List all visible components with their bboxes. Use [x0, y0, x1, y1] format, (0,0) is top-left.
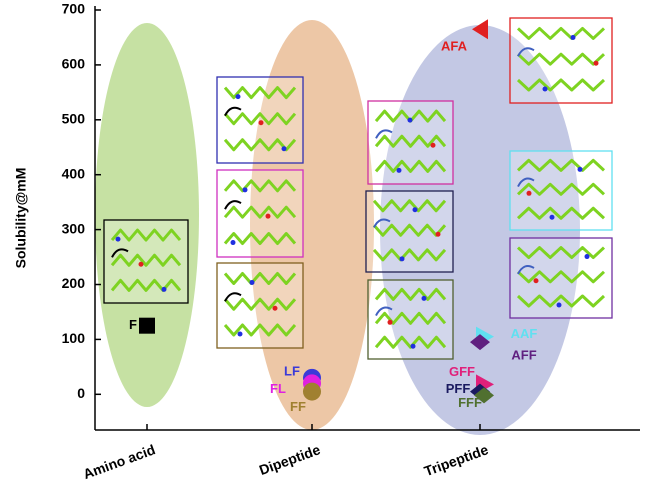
y-tick-label: 600 [62, 56, 86, 72]
molecule [374, 311, 447, 325]
atom [237, 331, 243, 337]
atom [230, 240, 236, 246]
marker [139, 317, 155, 334]
atom [526, 190, 532, 196]
atom [577, 166, 583, 172]
atom [396, 167, 402, 173]
molecule [374, 159, 447, 173]
y-axis-label: Solubility@mM [13, 168, 29, 269]
y-tick-label: 500 [62, 111, 86, 127]
atom [161, 286, 167, 292]
arrow [224, 106, 242, 117]
molecule [372, 199, 447, 213]
atom [410, 343, 416, 349]
atom [593, 60, 599, 66]
atom [412, 207, 418, 213]
molecule [223, 112, 297, 126]
atom [430, 142, 436, 148]
molecule [223, 271, 297, 285]
arrow [224, 200, 242, 210]
atom [249, 279, 255, 285]
point-label: FFF [458, 395, 482, 410]
atom [542, 86, 548, 92]
molecule [110, 228, 182, 242]
amino-acid-region [95, 23, 199, 407]
atom [570, 34, 576, 40]
atom [533, 278, 539, 284]
atom [421, 295, 427, 301]
arrow [517, 265, 535, 275]
point-label: FF [290, 399, 306, 414]
structure-images [103, 17, 613, 360]
molecule [223, 232, 297, 246]
arrow [375, 306, 393, 317]
x-tick-label: Dipeptide [257, 441, 323, 478]
arrow [517, 177, 535, 188]
atom [556, 302, 562, 308]
molecule [372, 248, 447, 262]
molecule [516, 26, 606, 40]
molecule [223, 179, 297, 193]
atom [549, 214, 555, 220]
molecule [223, 297, 297, 311]
atom [281, 146, 287, 152]
point-label: GFF [449, 364, 475, 379]
molecule [516, 246, 606, 260]
molecule [374, 134, 447, 148]
molecule [516, 206, 606, 220]
atom [407, 117, 413, 123]
marker [472, 19, 488, 40]
atom [265, 213, 271, 219]
point-label: FL [270, 381, 286, 396]
atom [258, 120, 264, 126]
point-label: AFA [441, 39, 468, 54]
point-label: LF [284, 363, 300, 378]
molecule [516, 158, 606, 172]
y-tick-label: 0 [77, 385, 85, 401]
y-tick-label: 700 [62, 1, 86, 17]
molecule [110, 278, 182, 292]
x-tick-label: Tripeptide [422, 441, 491, 479]
y-tick-label: 200 [62, 275, 86, 291]
arrow [111, 248, 129, 258]
atom [138, 261, 144, 267]
point-label: F [129, 317, 137, 332]
molecule [223, 86, 297, 100]
molecule [372, 223, 447, 237]
atom [272, 305, 278, 311]
marker [303, 382, 321, 401]
y-tick-label: 300 [62, 220, 86, 236]
point-label: AFF [511, 348, 536, 363]
arrow [375, 129, 393, 139]
arrow [224, 292, 242, 302]
molecule [110, 253, 182, 267]
arrow [517, 47, 535, 57]
atom [242, 187, 248, 193]
molecule [223, 205, 297, 219]
tripeptide-region [380, 25, 580, 435]
atom [387, 319, 393, 325]
y-tick-label: 100 [62, 330, 86, 346]
point-label: AAF [511, 326, 538, 341]
molecule [516, 52, 606, 66]
atom [435, 231, 441, 237]
atom [399, 256, 405, 262]
molecule [374, 287, 447, 301]
y-tick-label: 400 [62, 165, 86, 181]
molecule [516, 182, 606, 196]
atom [584, 254, 590, 260]
atom [115, 236, 121, 242]
molecule [516, 270, 606, 284]
marker [474, 387, 494, 404]
molecule [516, 294, 606, 308]
molecule [516, 78, 606, 92]
molecule [223, 323, 297, 337]
marker [470, 334, 490, 351]
atom [235, 94, 241, 100]
molecule [374, 335, 447, 349]
arrow [373, 218, 391, 228]
point-label: PFF [446, 381, 471, 396]
x-tick-label: Amino acid [81, 441, 157, 482]
